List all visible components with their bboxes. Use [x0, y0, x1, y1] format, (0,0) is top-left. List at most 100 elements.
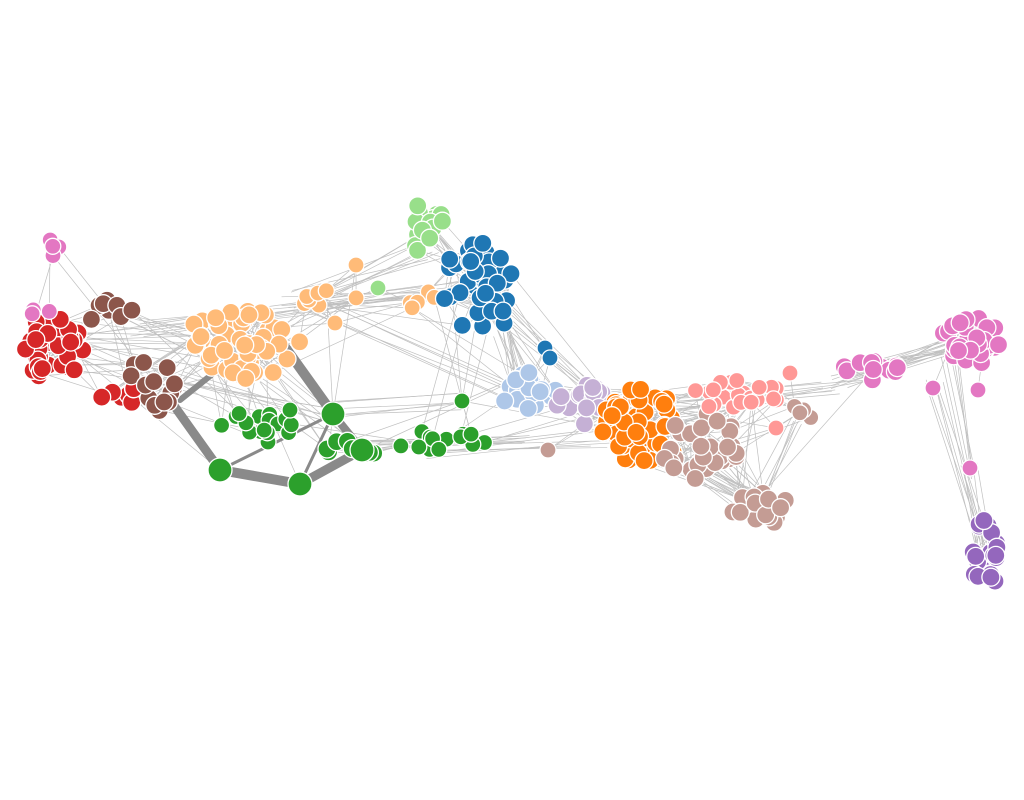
node-orange: [626, 422, 646, 442]
node-rosy-brown: [685, 468, 705, 489]
heavy-edge: [215, 465, 305, 489]
edge: [762, 369, 874, 494]
node-peach: [289, 332, 310, 352]
node-lavender: [576, 398, 597, 418]
node-green: [207, 457, 233, 483]
node-blue: [501, 264, 521, 284]
node-pink: [887, 357, 907, 378]
node-light-pink: [686, 381, 705, 400]
node-light-pink: [767, 419, 785, 437]
node-blue: [541, 349, 559, 367]
edge: [937, 392, 981, 541]
node-red: [32, 358, 52, 379]
node-rosy-brown: [665, 415, 685, 436]
node-blue: [461, 251, 481, 272]
node-light-green: [432, 211, 453, 231]
node-peach: [206, 308, 226, 328]
node-pink: [924, 379, 942, 397]
edge: [318, 304, 463, 326]
node-light-pink: [704, 381, 722, 399]
node-green: [230, 404, 248, 423]
node-lavender: [583, 377, 603, 398]
edge: [325, 290, 334, 415]
node-pink: [863, 359, 883, 380]
node-green: [349, 437, 375, 463]
node-pink: [40, 302, 58, 321]
edge: [305, 294, 522, 392]
node-green: [255, 421, 273, 439]
edge: [186, 382, 332, 410]
node-light-pink: [700, 397, 718, 416]
node-peach: [214, 340, 235, 361]
node-brown: [154, 392, 174, 412]
node-light-blue: [530, 382, 550, 402]
node-light-green: [408, 196, 428, 216]
node-brown: [157, 357, 177, 378]
node-light-green: [420, 228, 440, 248]
node-light-blue: [494, 391, 515, 411]
node-peach: [191, 326, 211, 347]
node-lavender: [551, 386, 571, 407]
node-purple: [974, 510, 994, 531]
edge: [956, 353, 972, 480]
node-light-pink: [764, 390, 783, 408]
edge: [925, 383, 979, 546]
node-peach: [347, 289, 365, 307]
edge: [426, 440, 592, 459]
heavy-edge: [298, 412, 335, 486]
node-light-green: [369, 279, 387, 297]
node-rosy-brown: [539, 441, 557, 459]
heavy-edge: [165, 395, 225, 475]
node-light-pink: [742, 393, 760, 411]
node-red: [61, 332, 81, 352]
node-peach: [326, 314, 344, 332]
edge: [300, 291, 526, 397]
edge: [308, 291, 530, 392]
node-green: [281, 401, 299, 419]
node-purple: [986, 545, 1006, 566]
node-purple: [966, 546, 986, 567]
node-orange: [602, 406, 622, 426]
node-rosy-brown: [717, 437, 738, 457]
node-orange: [654, 394, 674, 414]
node-purple: [981, 567, 1001, 587]
edge: [128, 394, 221, 471]
node-blue: [475, 283, 496, 304]
node-brown: [121, 366, 141, 386]
node-light-pink: [728, 371, 746, 390]
node-rosy-brown: [691, 436, 711, 456]
node-brown: [81, 309, 102, 330]
edge: [764, 424, 802, 495]
edge: [472, 409, 618, 445]
node-light-blue: [518, 398, 538, 419]
node-brown: [133, 352, 154, 373]
edge: [742, 402, 752, 498]
node-blue: [493, 301, 513, 321]
node-red: [92, 387, 112, 407]
node-blue: [452, 315, 472, 336]
node-brown: [122, 300, 142, 320]
node-peach: [239, 305, 259, 325]
node-peach: [263, 362, 283, 383]
node-peach: [277, 349, 297, 369]
node-peach: [403, 299, 421, 317]
edge: [945, 359, 970, 471]
edge: [327, 409, 462, 416]
node-green: [430, 440, 448, 459]
node-blue: [490, 248, 511, 268]
edge: [256, 344, 329, 453]
node-pink: [969, 381, 987, 399]
node-green: [453, 392, 471, 410]
node-light-pink: [750, 378, 768, 396]
edge: [432, 325, 463, 439]
node-pink: [961, 459, 979, 477]
edge: [421, 292, 461, 432]
node-peach: [317, 282, 335, 300]
edge: [131, 309, 240, 414]
node-pink: [44, 237, 62, 255]
edge: [949, 348, 974, 462]
node-pink: [950, 313, 970, 333]
node-green: [392, 437, 410, 455]
node-pink: [948, 340, 969, 361]
